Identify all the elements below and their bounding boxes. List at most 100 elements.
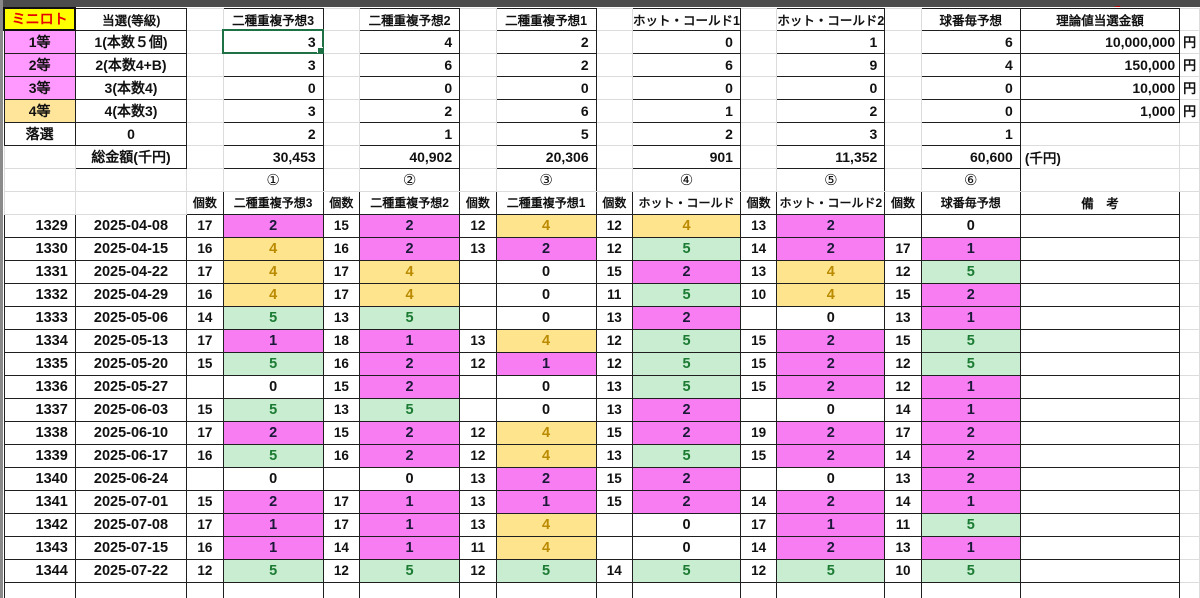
grade-label[interactable]: 3(本数4) (74, 75, 188, 100)
draw-no-cell[interactable]: 1344 (3, 558, 76, 583)
prediction-value-cell[interactable]: 1 (920, 236, 1021, 261)
prediction-value-cell[interactable]: 5 (222, 443, 324, 468)
prediction-value-cell[interactable]: 5 (632, 351, 741, 376)
prediction-value-cell[interactable]: 5 (222, 351, 324, 376)
kosu-cell[interactable]: 16 (322, 351, 361, 376)
prediction-value-cell[interactable]: 2 (359, 420, 461, 445)
empty-cell[interactable] (322, 167, 361, 192)
remarks-cell[interactable] (1019, 351, 1181, 376)
kosu-header[interactable]: 個数 (884, 190, 922, 215)
prediction-value-cell[interactable]: 4 (495, 328, 597, 353)
draw-date-cell[interactable]: 2025-06-03 (74, 397, 188, 422)
empty-cell[interactable] (595, 167, 634, 192)
draw-date-cell[interactable]: 2025-07-22 (74, 558, 188, 583)
kosu-cell[interactable]: 15 (595, 489, 634, 514)
kosu-cell[interactable]: 17 (322, 512, 361, 537)
kosu-cell[interactable]: 13 (595, 305, 634, 330)
kosu-cell[interactable]: 15 (595, 259, 634, 284)
prediction-value-cell[interactable]: 5 (632, 236, 741, 261)
empty-cell[interactable] (322, 121, 361, 146)
prediction-value-cell[interactable]: 5 (222, 305, 324, 330)
draw-date-cell[interactable]: 2025-07-15 (74, 535, 188, 560)
kosu-cell[interactable]: 15 (739, 443, 778, 468)
empty-cell[interactable] (1179, 581, 1200, 598)
draw-no-cell[interactable]: 1332 (3, 282, 76, 307)
empty-cell[interactable] (1179, 7, 1200, 31)
kosu-cell[interactable]: 15 (595, 420, 634, 445)
empty-cell[interactable] (186, 52, 224, 77)
empty-cell[interactable] (884, 167, 922, 192)
kosu-cell[interactable] (459, 305, 497, 330)
empty-cell[interactable] (884, 75, 922, 100)
prediction-value-cell[interactable]: 5 (632, 558, 741, 583)
prediction-value-cell[interactable]: 1 (222, 328, 324, 353)
prediction-value-cell[interactable]: 2 (632, 259, 741, 284)
total-amount-cell[interactable]: 60,600 (920, 144, 1021, 169)
kosu-header[interactable]: 個数 (739, 190, 778, 215)
empty-cell[interactable] (1179, 282, 1200, 307)
draw-date-cell[interactable]: 2025-06-17 (74, 443, 188, 468)
hit-count-cell[interactable]: 4 (359, 29, 461, 54)
prediction-value-cell[interactable]: 2 (632, 305, 741, 330)
empty-cell[interactable] (186, 29, 224, 54)
kosu-cell[interactable]: 15 (739, 328, 778, 353)
prediction-value-cell[interactable]: 1 (359, 512, 461, 537)
kosu-cell[interactable]: 14 (739, 489, 778, 514)
kosu-cell[interactable]: 13 (595, 397, 634, 422)
prediction-value-cell[interactable]: 2 (920, 282, 1021, 307)
empty-cell[interactable] (322, 52, 361, 77)
kosu-cell[interactable] (459, 374, 497, 399)
prediction-value-cell[interactable]: 0 (632, 535, 741, 560)
draw-date-cell[interactable]: 2025-06-10 (74, 420, 188, 445)
kosu-cell[interactable]: 17 (322, 489, 361, 514)
kosu-cell[interactable]: 12 (322, 558, 361, 583)
remarks-cell[interactable] (1019, 328, 1181, 353)
draw-date-cell[interactable]: 2025-07-01 (74, 489, 188, 514)
prediction-value-cell[interactable]: 2 (222, 420, 324, 445)
hit-count-cell[interactable]: 6 (495, 98, 597, 123)
empty-cell[interactable] (1179, 443, 1200, 468)
prize-amount-cell[interactable]: 10,000,000 (1019, 29, 1181, 54)
hit-count-cell[interactable]: 0 (776, 75, 886, 100)
empty-cell[interactable] (186, 7, 224, 31)
kosu-cell[interactable]: 12 (595, 328, 634, 353)
empty-row-cell[interactable] (459, 581, 497, 598)
empty-row-cell[interactable] (186, 581, 224, 598)
empty-cell[interactable] (595, 52, 634, 77)
kosu-cell[interactable]: 16 (186, 236, 224, 261)
kosu-header[interactable]: 個数 (322, 190, 361, 215)
kosu-cell[interactable] (459, 259, 497, 284)
empty-cell[interactable] (74, 167, 188, 192)
remarks-cell[interactable] (1019, 305, 1181, 330)
empty-cell[interactable] (322, 7, 361, 31)
prediction-value-cell[interactable]: 5 (359, 305, 461, 330)
prediction-value-cell[interactable]: 5 (359, 397, 461, 422)
prediction-value-cell[interactable]: 2 (359, 351, 461, 376)
prediction-value-cell[interactable]: 5 (495, 558, 597, 583)
data-method-header-1[interactable]: 二種重複予想3 (222, 190, 324, 215)
prediction-value-cell[interactable]: 2 (776, 351, 886, 376)
empty-cell[interactable] (1179, 328, 1200, 353)
draw-no-cell[interactable]: 1338 (3, 420, 76, 445)
kosu-cell[interactable]: 13 (322, 305, 361, 330)
prediction-value-cell[interactable]: 5 (632, 443, 741, 468)
empty-cell[interactable] (739, 29, 778, 54)
draw-no-cell[interactable]: 1330 (3, 236, 76, 261)
kosu-cell[interactable]: 11 (595, 282, 634, 307)
kosu-cell[interactable]: 15 (322, 374, 361, 399)
prediction-value-cell[interactable]: 5 (920, 259, 1021, 284)
empty-row-cell[interactable] (739, 581, 778, 598)
remarks-cell[interactable] (1019, 374, 1181, 399)
method-header-5[interactable]: ホット・コールド2 (776, 7, 886, 31)
tier-label[interactable]: 3等 (3, 75, 76, 100)
method-header-6[interactable]: 球番毎予想 (920, 7, 1021, 31)
prediction-value-cell[interactable]: 0 (632, 512, 741, 537)
prediction-value-cell[interactable]: 2 (776, 213, 886, 238)
draw-date-cell[interactable]: 2025-05-13 (74, 328, 188, 353)
kosu-header[interactable]: 個数 (186, 190, 224, 215)
empty-cell[interactable] (884, 29, 922, 54)
empty-cell[interactable] (1179, 167, 1200, 192)
data-method-header-2[interactable]: 二種重複予想2 (359, 190, 461, 215)
tier-label[interactable]: 1等 (3, 29, 76, 54)
empty-cell[interactable] (884, 98, 922, 123)
